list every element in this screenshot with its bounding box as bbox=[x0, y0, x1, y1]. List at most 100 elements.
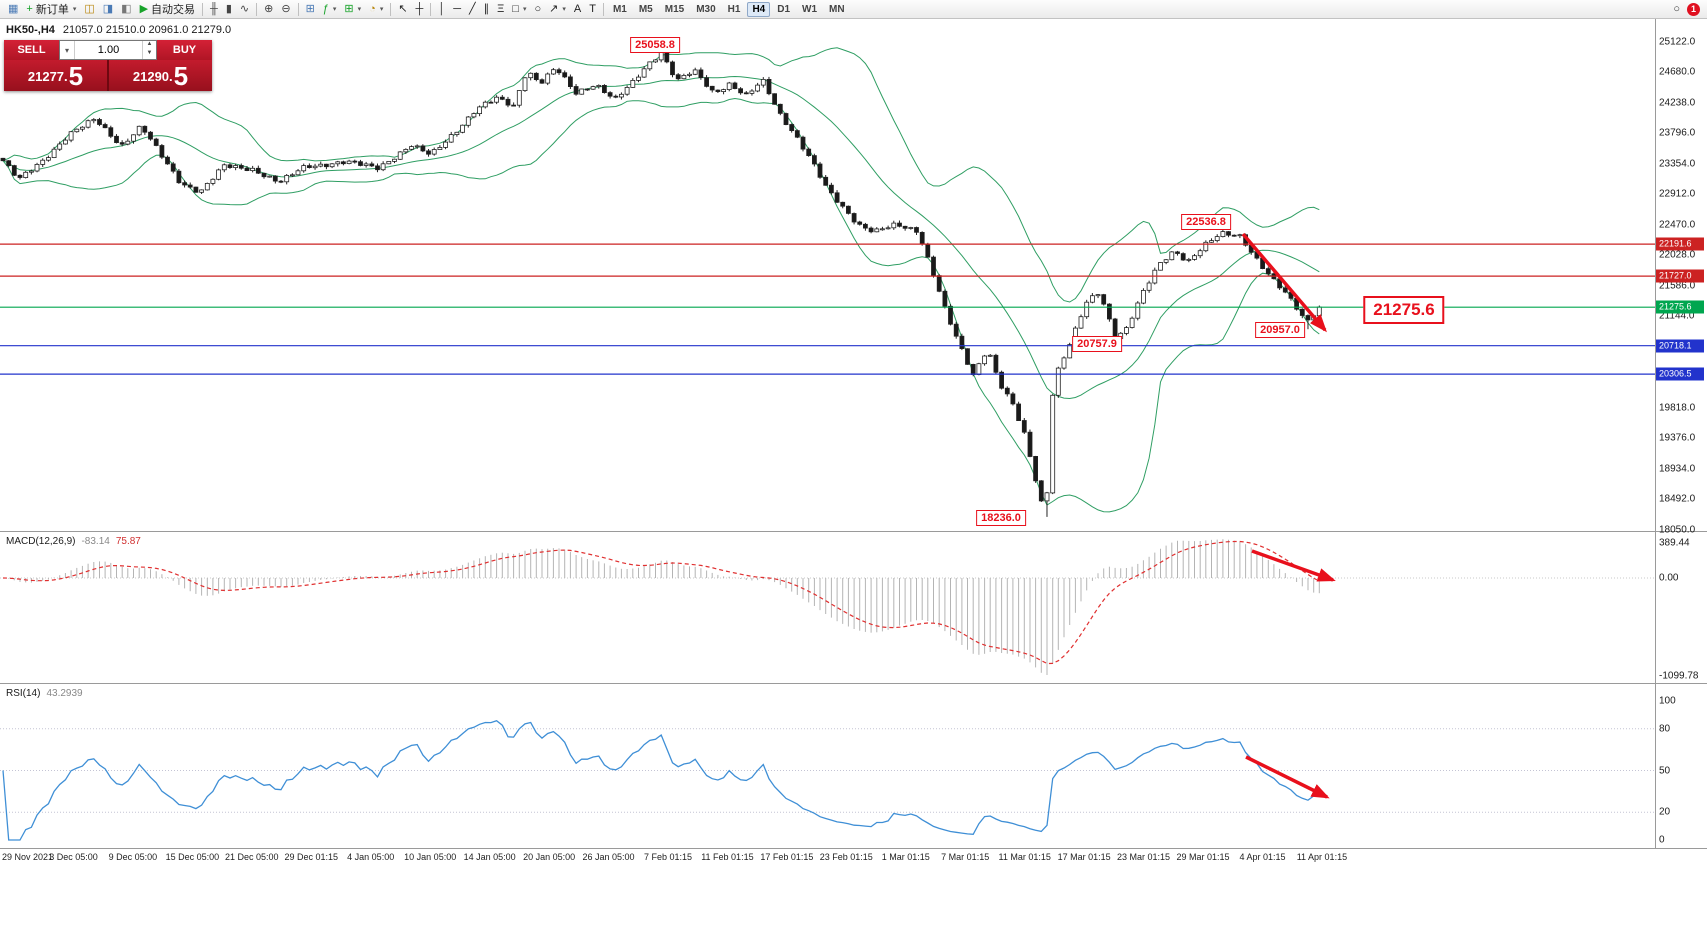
buy-button[interactable]: BUY bbox=[157, 40, 212, 60]
price-annotation[interactable]: 21275.6 bbox=[1363, 296, 1445, 324]
cursor-icon[interactable]: ↖ bbox=[394, 0, 411, 18]
price-annotation[interactable]: 22536.8 bbox=[1181, 214, 1231, 230]
timeframe-h4[interactable]: H4 bbox=[747, 1, 771, 17]
new-order-button[interactable]: + 新订单 ▾ bbox=[22, 0, 80, 18]
macd-signal-value: 75.87 bbox=[115, 536, 141, 547]
rsi-label: RSI(14) 43.2939 bbox=[6, 688, 83, 699]
fibonacci-icon[interactable]: Ξ bbox=[493, 0, 508, 18]
timeframe-w1[interactable]: W1 bbox=[802, 3, 818, 15]
dropdown-caret-icon[interactable]: ▾ bbox=[332, 6, 337, 13]
chart-window-icon[interactable]: ▦ bbox=[4, 0, 22, 18]
shapes-icon[interactable]: □ ▾ bbox=[508, 0, 530, 18]
macd-axis-label: -1099.78 bbox=[1659, 670, 1699, 682]
timeframe-mn[interactable]: MN bbox=[829, 3, 845, 15]
new-chart-icon: ⊞ bbox=[344, 3, 354, 15]
market-watch-icon[interactable]: ◫ bbox=[80, 0, 98, 18]
volume-field[interactable]: ▾ 1.00 ▲ ▼ bbox=[59, 40, 157, 60]
toolbar-separator bbox=[256, 2, 258, 16]
sell-price-big-digit: 5 bbox=[68, 61, 84, 91]
ohlc-values: 21057.0 21510.0 20961.0 21279.0 bbox=[62, 24, 232, 36]
price-chart-layer bbox=[0, 46, 1322, 517]
bar-chart-icon[interactable]: ╫ bbox=[206, 0, 222, 18]
price-annotation[interactable]: 20757.9 bbox=[1072, 336, 1122, 352]
label-icon[interactable]: T bbox=[585, 0, 600, 18]
zoom-out-icon[interactable]: ⊖ bbox=[277, 0, 294, 18]
cycles-icon: ◔ bbox=[369, 3, 376, 15]
macd-histogram bbox=[8, 539, 1320, 675]
trend-arrow[interactable] bbox=[1241, 232, 1327, 333]
chart-title: HK50-,H4 21057.0 21510.0 20961.0 21279.0 bbox=[6, 24, 231, 36]
time-axis-label: 29 Dec 01:15 bbox=[284, 852, 339, 862]
horizontal-line-icon[interactable]: ─ bbox=[449, 0, 465, 18]
navigator-icon[interactable]: ◨ bbox=[99, 0, 117, 18]
autotrading-button[interactable]: ▶ 自动交易 bbox=[136, 0, 199, 18]
price-axis-label: 24238.0 bbox=[1659, 97, 1696, 109]
time-axis-label: 1 Mar 01:15 bbox=[881, 852, 930, 862]
dropdown-caret-icon[interactable]: ▾ bbox=[357, 6, 362, 13]
price-axis-label: 22028.0 bbox=[1659, 249, 1696, 261]
time-axis-label: 20 Jan 05:00 bbox=[523, 852, 576, 862]
time-axis-label: 4 Apr 01:15 bbox=[1239, 852, 1286, 862]
timeframe-m15[interactable]: M15 bbox=[664, 3, 685, 15]
dropdown-caret-icon[interactable]: ▾ bbox=[522, 6, 527, 13]
candles[interactable] bbox=[0, 46, 1322, 517]
trend-arrow[interactable] bbox=[1245, 755, 1330, 799]
terminal-icon[interactable]: ◧ bbox=[117, 0, 135, 18]
volume-spinner[interactable]: ▲ ▼ bbox=[142, 41, 156, 59]
rsi-axis-label: 80 bbox=[1659, 723, 1671, 735]
new-chart-icon[interactable]: ⊞ ▾ bbox=[340, 0, 365, 18]
shapes-icon: □ bbox=[512, 3, 519, 15]
sell-price-button[interactable]: 21277. 5 bbox=[4, 60, 107, 91]
price-annotation[interactable]: 20957.0 bbox=[1255, 322, 1305, 338]
ellipse-icon[interactable]: ○ bbox=[530, 0, 545, 18]
price-axis-label: 21586.0 bbox=[1659, 280, 1696, 292]
search-icon[interactable]: ○ bbox=[1669, 0, 1684, 18]
rsi-axis-label: 0 bbox=[1659, 834, 1665, 846]
chart-canvas[interactable] bbox=[0, 19, 1707, 943]
candlestick-chart-icon[interactable]: ▮ bbox=[222, 0, 236, 18]
rsi-axis-label: 50 bbox=[1659, 765, 1671, 776]
dropdown-caret-icon[interactable]: ▾ bbox=[72, 6, 77, 13]
timeframe-h1[interactable]: H1 bbox=[727, 3, 741, 15]
chart-window-icon: ▦ bbox=[8, 3, 19, 15]
macd-label: MACD(12,26,9) -83.14 75.87 bbox=[6, 536, 141, 547]
volume-value[interactable]: 1.00 bbox=[97, 44, 120, 56]
volume-down-icon[interactable]: ▼ bbox=[146, 50, 153, 56]
timeframe-m5[interactable]: M5 bbox=[638, 3, 653, 15]
channel-icon[interactable]: ∥ bbox=[480, 0, 494, 18]
volume-up-icon[interactable]: ▲ bbox=[146, 41, 153, 47]
trendline-icon: ╱ bbox=[469, 3, 476, 15]
dropdown-caret-icon[interactable]: ▾ bbox=[562, 6, 566, 13]
crosshair-icon[interactable]: ┼ bbox=[412, 0, 428, 18]
price-tag-current-price: 21275.6 bbox=[1656, 300, 1704, 314]
one-click-trading-widget: SELL ▾ 1.00 ▲ ▼ BUY 21277. 5 21290. 5 bbox=[4, 40, 212, 91]
timeframe-m1[interactable]: M1 bbox=[612, 3, 627, 15]
price-axis-label: 22912.0 bbox=[1659, 188, 1696, 200]
text-icon[interactable]: A bbox=[570, 0, 585, 18]
macd-name: MACD(12,26,9) bbox=[6, 536, 76, 547]
buy-price-button[interactable]: 21290. 5 bbox=[109, 60, 212, 91]
price-axis-label: 25122.0 bbox=[1659, 36, 1696, 48]
price-tag-support: 20718.1 bbox=[1656, 339, 1704, 353]
sell-button[interactable]: SELL bbox=[4, 40, 59, 60]
volume-dropdown-icon[interactable]: ▾ bbox=[60, 41, 75, 59]
timeframe-d1[interactable]: D1 bbox=[777, 3, 791, 15]
timeframe-m30[interactable]: M30 bbox=[696, 3, 716, 15]
cycles-icon[interactable]: ◔ ▾ bbox=[365, 0, 387, 18]
channel-icon: ∥ bbox=[483, 3, 490, 15]
trend-arrow[interactable] bbox=[1251, 549, 1336, 582]
vertical-line-icon[interactable]: │ bbox=[434, 0, 449, 18]
toolbar-separator bbox=[430, 2, 432, 16]
label-icon: T bbox=[589, 3, 596, 15]
line-chart-icon[interactable]: ∿ bbox=[236, 0, 253, 18]
arrows-icon[interactable]: ↗ ▾ bbox=[545, 0, 570, 18]
price-annotation[interactable]: 18236.0 bbox=[976, 510, 1026, 526]
trendline-icon[interactable]: ╱ bbox=[465, 0, 480, 18]
indicators-icon[interactable]: ƒ ▾ bbox=[319, 0, 341, 18]
dropdown-caret-icon[interactable]: ▾ bbox=[379, 6, 384, 13]
tile-windows-icon[interactable]: ⊞ bbox=[302, 0, 319, 18]
text-icon: A bbox=[573, 3, 582, 15]
notification-badge[interactable]: 1 bbox=[1687, 2, 1700, 16]
zoom-in-icon[interactable]: ⊕ bbox=[260, 0, 277, 18]
price-annotation[interactable]: 25058.8 bbox=[630, 37, 680, 53]
